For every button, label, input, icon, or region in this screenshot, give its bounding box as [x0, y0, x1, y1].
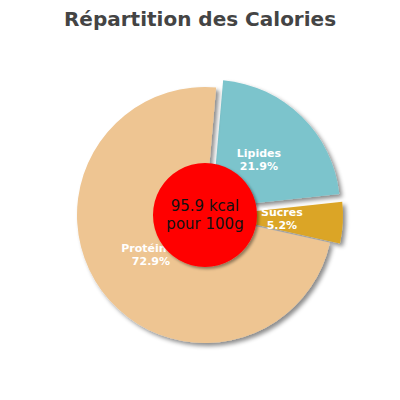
svg-text:95.9 kcal: 95.9 kcal: [171, 197, 239, 215]
svg-text:pour 100g: pour 100g: [166, 215, 243, 233]
svg-text:21.9%: 21.9%: [240, 160, 278, 173]
svg-text:Lipides: Lipides: [237, 147, 282, 160]
svg-text:72.9%: 72.9%: [132, 255, 170, 268]
svg-text:Protéines: Protéines: [121, 241, 181, 255]
svg-text:Sucres: Sucres: [261, 206, 303, 219]
svg-text:5.2%: 5.2%: [267, 219, 298, 232]
svg-text:Répartition des Calories: Répartition des Calories: [64, 7, 336, 31]
